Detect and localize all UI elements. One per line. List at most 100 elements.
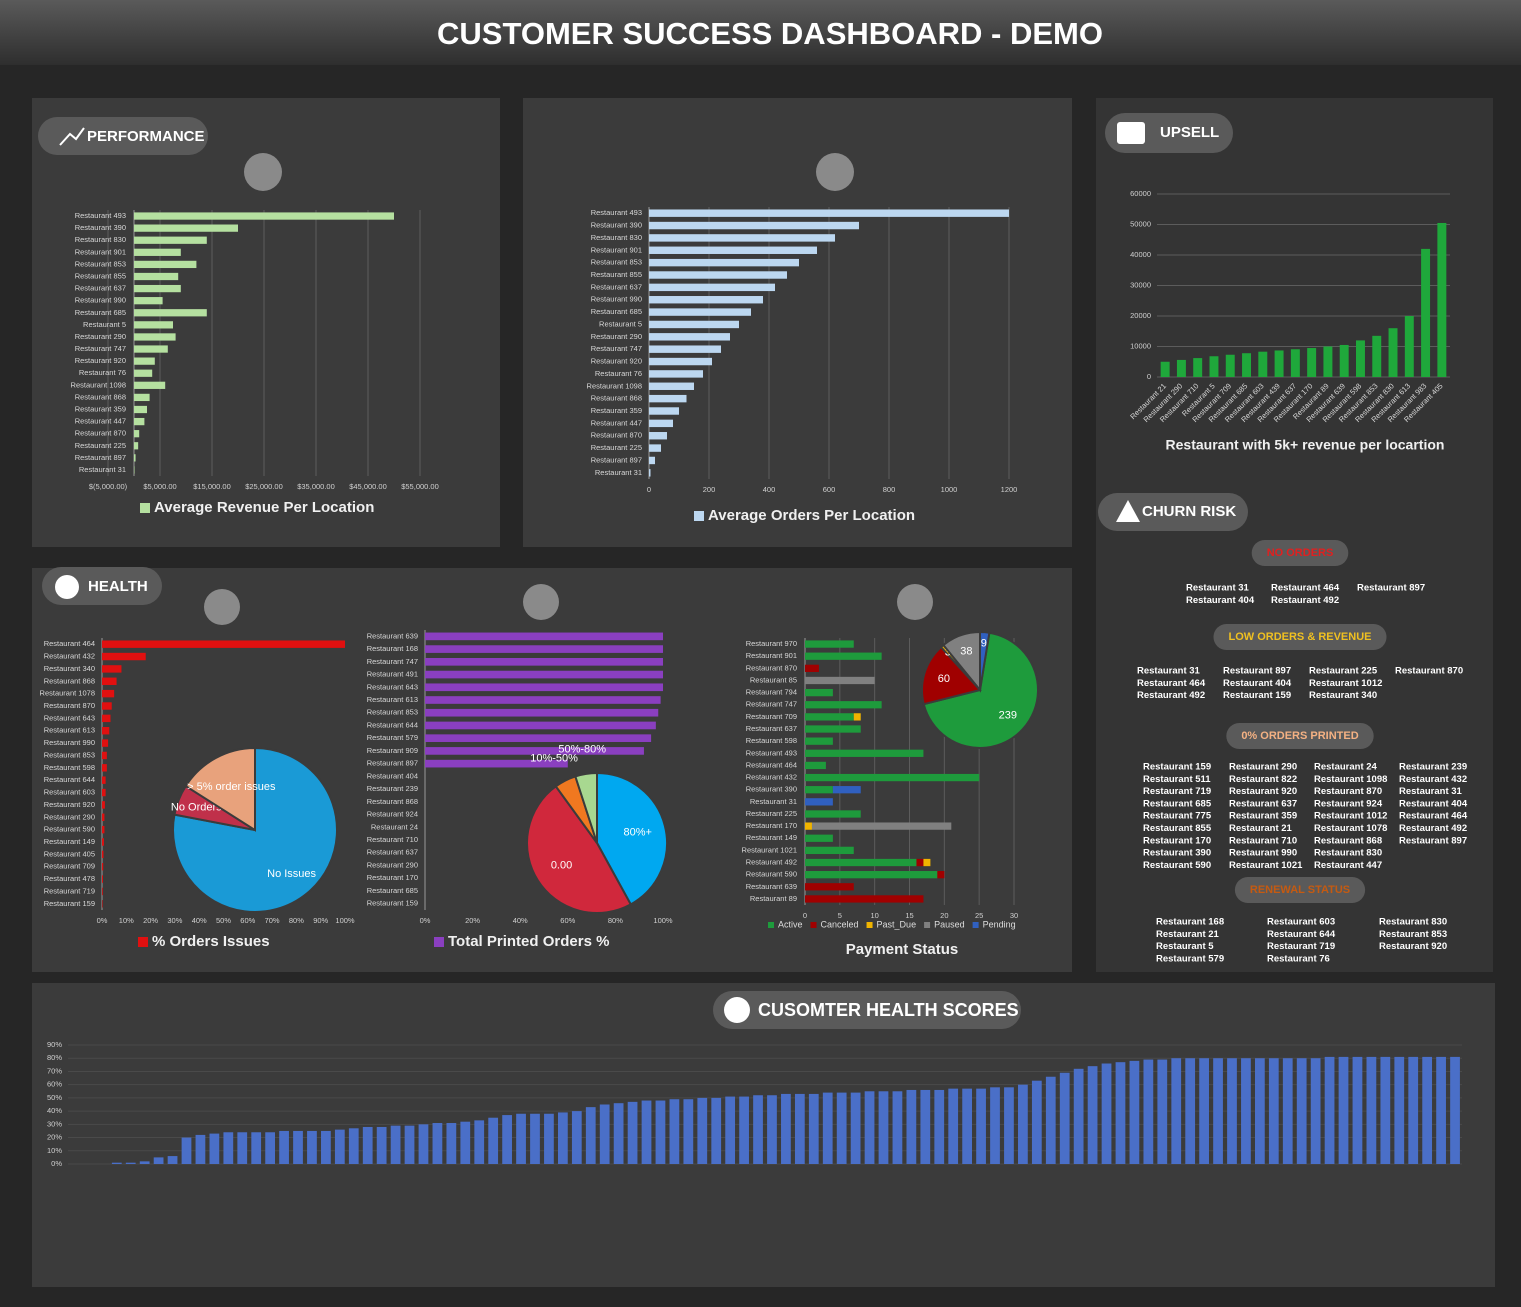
restaurant-name: Restaurant 447 (1314, 860, 1382, 871)
y-tick-label: Restaurant 76 (595, 369, 642, 378)
restaurant-name: Restaurant 868 (1314, 835, 1382, 846)
bar (613, 1103, 624, 1164)
bar (1176, 359, 1186, 377)
y-tick-label: Restaurant 590 (44, 825, 95, 834)
chart-title: Payment Status (846, 941, 959, 958)
y-tick-label: Restaurant 170 (367, 873, 418, 882)
y-tick-label: Restaurant 5 (599, 319, 642, 328)
bar (102, 702, 112, 710)
restaurant-name: Restaurant 822 (1229, 774, 1297, 785)
pie-slice (172, 746, 338, 913)
y-tick-label: Restaurant 432 (44, 652, 95, 661)
bar (1394, 1056, 1405, 1164)
bar (805, 749, 924, 757)
bar (599, 1104, 610, 1164)
bar (1437, 222, 1447, 377)
x-tick-label: 60% (240, 916, 255, 925)
bar (649, 271, 787, 279)
y-tick-label: Restaurant 31 (79, 465, 126, 474)
restaurant-name: Restaurant 637 (1229, 798, 1297, 809)
y-tick-label: 90% (47, 1040, 62, 1049)
restaurant-name: Restaurant 225 (1309, 666, 1378, 677)
pie-label: No Issues (267, 868, 316, 880)
y-tick-label: Restaurant 853 (367, 708, 418, 717)
y-tick-label: Restaurant 901 (591, 245, 642, 254)
y-tick-label: Restaurant 598 (44, 763, 95, 772)
icon (897, 584, 933, 620)
restaurant-name: Restaurant 924 (1314, 798, 1383, 809)
y-tick-label: Restaurant 868 (75, 392, 126, 401)
y-tick-label: Restaurant 870 (44, 701, 95, 710)
x-tick-label: $55,000.00 (401, 482, 439, 491)
restaurant-name: Restaurant 464 (1399, 811, 1468, 822)
bar (390, 1125, 401, 1164)
bar (134, 345, 168, 353)
x-tick-label: $5,000.00 (143, 482, 176, 491)
bar (425, 721, 656, 730)
bar (1101, 1063, 1112, 1164)
x-tick-label: $15,000.00 (193, 482, 231, 491)
bar (134, 236, 207, 244)
pie-label: 10%-50% (530, 753, 578, 765)
legend-label: Paused (934, 919, 965, 929)
bar (223, 1132, 234, 1164)
bar (805, 786, 833, 794)
restaurant-name: Restaurant 897 (1357, 583, 1425, 594)
section-title: UPSELL (1160, 124, 1219, 141)
bar (1018, 1084, 1028, 1164)
bar (102, 776, 106, 784)
y-tick-label: Restaurant 225 (75, 441, 126, 450)
bar (307, 1130, 317, 1164)
legend-swatch (140, 503, 150, 513)
x-tick-label: 80% (608, 916, 623, 925)
bar (134, 466, 135, 474)
y-tick-label: Restaurant 149 (746, 833, 797, 842)
restaurant-name: Restaurant 76 (1267, 953, 1330, 964)
bar (805, 737, 833, 745)
restaurant-name: Restaurant 31 (1186, 583, 1250, 594)
y-tick-label: Restaurant 478 (44, 874, 95, 883)
section-title: CHURN RISK (1142, 503, 1236, 520)
bar (805, 846, 854, 855)
restaurant-name: Restaurant 21 (1156, 929, 1220, 940)
bar (102, 887, 103, 896)
bar (649, 258, 799, 267)
bar (125, 1162, 136, 1164)
status-pill (1213, 624, 1387, 650)
y-tick-label: 60% (47, 1080, 62, 1089)
bar (649, 357, 712, 366)
bar (446, 1123, 457, 1164)
bar (134, 454, 136, 462)
bar (937, 871, 945, 879)
bar (1296, 1058, 1307, 1164)
bar (321, 1130, 331, 1164)
bar (1073, 1068, 1084, 1164)
bar (649, 432, 667, 440)
y-tick-label: Restaurant 5 (83, 320, 126, 329)
bar (530, 1113, 540, 1164)
y-tick-label: Restaurant 491 (367, 670, 418, 679)
restaurant-name: Restaurant 404 (1186, 595, 1255, 606)
bar (102, 677, 117, 685)
x-tick-label: 1200 (1001, 485, 1018, 494)
y-tick-label: Restaurant 868 (367, 797, 418, 806)
bar (805, 822, 812, 830)
x-tick-label: 100% (335, 916, 355, 925)
bar (134, 297, 163, 305)
y-tick-label: Restaurant 920 (44, 800, 95, 809)
bar (990, 1087, 1000, 1164)
y-tick-label: Restaurant 870 (75, 429, 126, 438)
bar (102, 652, 146, 661)
y-tick-label: Restaurant 290 (44, 812, 95, 821)
x-tick-label: 0% (420, 916, 431, 925)
bar (425, 645, 663, 653)
y-tick-label: Restaurant 31 (595, 468, 642, 477)
restaurant-name: Restaurant 920 (1229, 786, 1297, 797)
bar (1290, 349, 1300, 377)
bar (181, 1137, 192, 1164)
restaurant-name: Restaurant 853 (1379, 929, 1447, 940)
x-tick-label: 600 (823, 485, 836, 494)
legend-swatch (810, 922, 817, 928)
bar (864, 1091, 875, 1164)
